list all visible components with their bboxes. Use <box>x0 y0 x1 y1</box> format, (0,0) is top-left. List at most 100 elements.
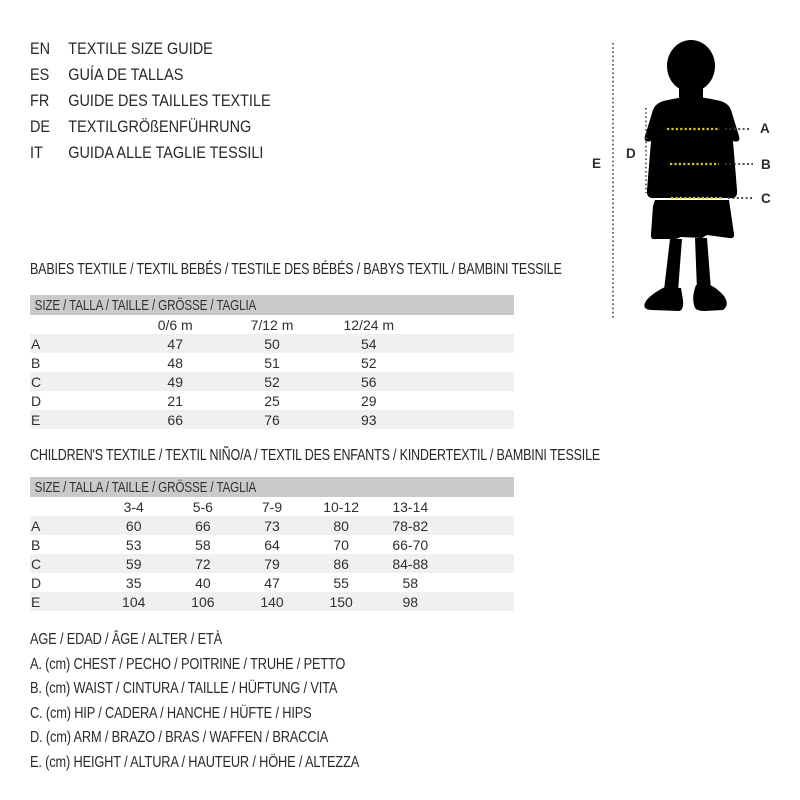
children-table-body: A 60 66 73 80 78-82 B 53 58 64 70 66-70 C 59 72 79 86 84-… <box>30 516 514 611</box>
hip-label: C <box>761 191 771 206</box>
language-row-en: EN TEXTILE SIZE GUIDE <box>30 36 271 62</box>
row-filler <box>417 334 514 353</box>
row-filler <box>417 410 514 429</box>
waist-label: B <box>761 157 771 172</box>
age-column-header: 5-6 <box>192 498 213 515</box>
measurement-value: 80 <box>333 517 349 534</box>
guide-title: GUIDA ALLE TAGLIE TESSILI <box>68 143 264 162</box>
measurement-value: 49 <box>167 373 183 390</box>
age-columns-row: 0/6 m 7/12 m 12/24 m <box>30 315 514 334</box>
babies-section-heading: BABIES TEXTILE / TEXTIL BEBÉS / TESTILE … <box>30 261 712 279</box>
measurement-value: 64 <box>264 536 280 553</box>
age-column-header: 12/24 m <box>343 316 395 333</box>
measurement-row-label: E <box>31 411 41 428</box>
babies-heading-text: BABIES TEXTILE / TEXTIL BEBÉS / TESTILE … <box>30 261 562 278</box>
measurement-diagram: A B C D E <box>592 40 771 318</box>
measurement-value: 66-70 <box>392 536 429 553</box>
age-column-header: 3-4 <box>123 498 144 515</box>
babies-table-body: A 47 50 54 B 48 51 52 C 49 52 56 D 21 25 29 E 66 76 93 <box>30 334 514 429</box>
age-column-header: 7-9 <box>261 498 283 515</box>
measurement-value: 140 <box>260 593 284 610</box>
measurement-value: 59 <box>125 555 142 572</box>
row-filler <box>445 535 514 554</box>
legend-arm: D. (cm) ARM / BRAZO / BRAS / WAFFEN / BR… <box>30 729 329 746</box>
measurement-value: 104 <box>122 593 146 610</box>
measurement-row-label: B <box>31 354 41 371</box>
language-row-es: ES GUÍA DE TALLAS <box>30 62 271 88</box>
column-header-spacer <box>30 497 99 516</box>
measurement-row: A 60 66 73 80 78-82 <box>30 516 514 535</box>
measurement-value: 66 <box>195 517 211 534</box>
column-header-spacer <box>30 315 127 334</box>
size-banner-row: SIZE / TALLA / TAILLE / GRÖSSE / TAGLIA <box>30 295 514 315</box>
measurement-value: 70 <box>333 536 349 553</box>
guide-title: GUÍA DE TALLAS <box>68 65 184 84</box>
height-label: E <box>592 156 601 171</box>
language-code: EN <box>30 39 51 58</box>
legend-hip: C. (cm) HIP / CADERA / HANCHE / HÜFTE / … <box>30 704 312 722</box>
language-row-fr: FR GUIDE DES TAILLES TEXTILE <box>30 88 271 114</box>
age-column-header: 13-14 <box>392 498 429 515</box>
legend-waist: B. (cm) WAIST / CINTURA / TAILLE / HÜFTU… <box>30 680 338 697</box>
measurement-value: 66 <box>167 411 183 428</box>
legend-height: E. (cm) HEIGHT / ALTURA / HAUTEUR / HÖHE… <box>30 753 360 771</box>
measurement-row: D 21 25 29 <box>30 391 514 410</box>
measurement-value: 98 <box>402 593 419 610</box>
measurement-value: 60 <box>125 517 142 534</box>
measurement-value: 21 <box>167 392 183 409</box>
measurement-value: 58 <box>402 574 419 591</box>
measurement-value: 52 <box>361 354 377 371</box>
measurement-row-label: E <box>31 593 41 610</box>
language-code: IT <box>30 143 43 162</box>
size-banner-row: SIZE / TALLA / TAILLE / GRÖSSE / TAGLIA <box>30 477 514 497</box>
language-code: DE <box>30 117 51 136</box>
measurement-value: 72 <box>195 555 211 572</box>
measurement-row-label: D <box>31 574 42 591</box>
measurement-value: 79 <box>264 555 280 572</box>
guide-title: TEXTILE SIZE GUIDE <box>68 39 213 58</box>
measurement-value: 78-82 <box>392 517 429 534</box>
size-banner: SIZE / TALLA / TAILLE / GRÖSSE / TAGLIA <box>30 477 514 497</box>
child-silhouette-figure: A B C D E <box>585 38 780 325</box>
measurement-value: 52 <box>264 373 280 390</box>
measurement-value: 51 <box>264 354 280 371</box>
measurement-row: C 59 72 79 86 84-88 <box>30 554 514 573</box>
row-filler <box>445 573 514 592</box>
measurement-row-label: C <box>31 555 42 572</box>
children-size-table: SIZE / TALLA / TAILLE / GRÖSSE / TAGLIA … <box>30 477 514 611</box>
measurement-row-label: A <box>31 517 41 534</box>
measurement-value: 40 <box>195 574 211 591</box>
measurement-value: 86 <box>333 555 349 572</box>
child-silhouette <box>644 40 740 311</box>
measurement-row-label: C <box>31 373 42 390</box>
measurement-value: 84-88 <box>392 555 429 572</box>
measurement-row: D 35 40 47 55 58 <box>30 573 514 592</box>
measurement-value: 106 <box>191 593 215 610</box>
measurement-row-label: D <box>31 392 42 409</box>
measurement-value: 47 <box>264 574 280 591</box>
measurement-value: 25 <box>264 392 280 409</box>
measurement-value: 73 <box>264 517 280 534</box>
measurement-row: A 47 50 54 <box>30 334 514 353</box>
arm-label: D <box>626 146 636 161</box>
children-section-heading: CHILDREN'S TEXTILE / TEXTIL NIÑO/A / TEX… <box>30 447 761 465</box>
language-code: FR <box>30 91 50 110</box>
age-columns-row: 3-4 5-6 7-9 10-12 13-14 <box>30 497 514 516</box>
column-header-filler <box>445 497 514 516</box>
row-filler <box>445 592 514 611</box>
guide-title: GUIDE DES TAILLES TEXTILE <box>68 91 271 110</box>
row-filler <box>417 372 514 391</box>
language-title-list: EN TEXTILE SIZE GUIDE ES GUÍA DE TALLAS FR… <box>30 36 313 166</box>
legend-age: AGE / EDAD / ÂGE / ALTER / ETÀ <box>30 631 222 648</box>
column-header-filler <box>417 315 514 334</box>
measurement-row: B 48 51 52 <box>30 353 514 372</box>
row-filler <box>417 391 514 410</box>
measurement-value: 29 <box>361 392 377 409</box>
guide-title: TEXTILGRÖßENFÜHRUNG <box>68 117 252 136</box>
measurement-row-label: A <box>31 335 41 352</box>
measurement-value: 54 <box>361 335 377 352</box>
measurement-row: C 49 52 56 <box>30 372 514 391</box>
row-filler <box>445 554 514 573</box>
row-filler <box>417 353 514 372</box>
